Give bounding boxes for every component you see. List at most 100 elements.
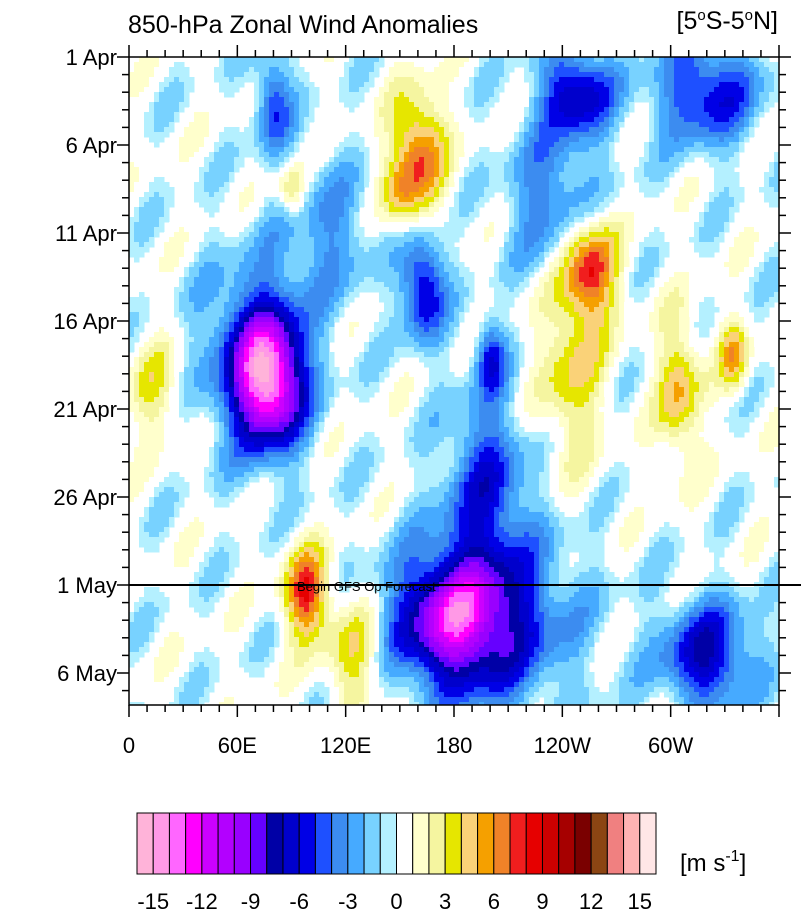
anomaly-cell <box>244 172 250 178</box>
anomaly-cell <box>209 162 215 168</box>
anomaly-cell <box>194 117 200 123</box>
anomaly-cell <box>299 67 305 73</box>
anomaly-cell <box>534 57 540 63</box>
anomaly-cell <box>159 252 165 258</box>
anomaly-cell <box>164 87 170 93</box>
anomaly-cell <box>569 192 575 198</box>
anomaly-cell <box>584 177 590 183</box>
anomaly-cell <box>174 152 180 158</box>
anomaly-cell <box>279 67 285 73</box>
anomaly-cell <box>769 102 775 108</box>
anomaly-cell <box>259 57 265 63</box>
anomaly-cell <box>729 217 735 223</box>
anomaly-cell <box>459 207 465 213</box>
anomaly-cell <box>409 187 415 193</box>
anomaly-cell <box>234 147 240 153</box>
anomaly-cell <box>454 157 460 163</box>
anomaly-cell <box>194 137 200 143</box>
anomaly-cell <box>579 287 585 293</box>
anomaly-cell <box>244 142 250 148</box>
anomaly-cell <box>599 252 605 258</box>
anomaly-cell <box>514 172 520 178</box>
anomaly-cell <box>514 242 520 248</box>
anomaly-cell <box>339 142 345 148</box>
anomaly-cell <box>439 127 445 133</box>
anomaly-cell <box>544 267 550 273</box>
anomaly-cell <box>274 242 280 248</box>
anomaly-cell <box>479 177 485 183</box>
anomaly-cell <box>504 182 510 188</box>
anomaly-cell <box>369 222 375 228</box>
anomaly-cell <box>159 177 165 183</box>
anomaly-cell <box>394 87 400 93</box>
anomaly-cell <box>244 132 250 138</box>
anomaly-cell <box>559 272 565 278</box>
anomaly-cell <box>209 197 215 203</box>
anomaly-cell <box>159 217 165 223</box>
anomaly-cell <box>499 127 505 133</box>
anomaly-cell <box>509 267 515 273</box>
anomaly-cell <box>189 137 195 143</box>
anomaly-cell <box>294 102 300 108</box>
anomaly-cell <box>719 272 725 278</box>
anomaly-cell <box>164 237 170 243</box>
anomaly-cell <box>259 287 265 293</box>
anomaly-cell <box>604 82 610 88</box>
anomaly-cell <box>639 57 645 63</box>
anomaly-cell <box>669 217 675 223</box>
anomaly-cell <box>684 202 690 208</box>
anomaly-cell <box>154 127 160 133</box>
anomaly-cell <box>399 157 405 163</box>
anomaly-cell <box>539 257 545 263</box>
anomaly-cell <box>484 257 490 263</box>
anomaly-cell <box>609 117 615 123</box>
anomaly-cell <box>719 62 725 68</box>
anomaly-cell <box>444 157 450 163</box>
anomaly-cell <box>489 157 495 163</box>
anomaly-cell <box>194 287 200 293</box>
anomaly-cell <box>354 87 360 93</box>
anomaly-cell <box>419 132 425 138</box>
anomaly-cell <box>574 152 580 158</box>
anomaly-cell <box>499 122 505 128</box>
anomaly-cell <box>279 252 285 258</box>
anomaly-cell <box>579 157 585 163</box>
anomaly-cell <box>304 237 310 243</box>
anomaly-cell <box>689 117 695 123</box>
anomaly-cell <box>729 187 735 193</box>
anomaly-cell <box>509 117 515 123</box>
anomaly-cell <box>449 62 455 68</box>
anomaly-cell <box>664 92 670 98</box>
anomaly-cell <box>299 277 305 283</box>
anomaly-cell <box>344 252 350 258</box>
anomaly-cell <box>529 257 535 263</box>
anomaly-cell <box>334 192 340 198</box>
anomaly-cell <box>219 137 225 143</box>
anomaly-cell <box>574 237 580 243</box>
anomaly-cell <box>554 62 560 68</box>
anomaly-cell <box>169 232 175 238</box>
anomaly-cell <box>384 117 390 123</box>
anomaly-cell <box>329 167 335 173</box>
anomaly-cell <box>759 222 765 228</box>
anomaly-cell <box>284 222 290 228</box>
anomaly-cell <box>624 97 630 103</box>
anomaly-cell <box>384 217 390 223</box>
anomaly-cell <box>729 242 735 248</box>
anomaly-cell <box>504 112 510 118</box>
anomaly-cell <box>379 162 385 168</box>
anomaly-cell <box>744 242 750 248</box>
anomaly-cell <box>299 192 305 198</box>
anomaly-cell <box>259 112 265 118</box>
anomaly-cell <box>419 62 425 68</box>
anomaly-cell <box>429 212 435 218</box>
anomaly-cell <box>169 202 175 208</box>
anomaly-cell <box>369 122 375 128</box>
anomaly-cell <box>714 232 720 238</box>
anomaly-cell <box>654 177 660 183</box>
anomaly-cell <box>384 247 390 253</box>
anomaly-cell <box>719 217 725 223</box>
anomaly-cell <box>359 192 365 198</box>
anomaly-cell <box>394 207 400 213</box>
anomaly-cell <box>719 267 725 273</box>
